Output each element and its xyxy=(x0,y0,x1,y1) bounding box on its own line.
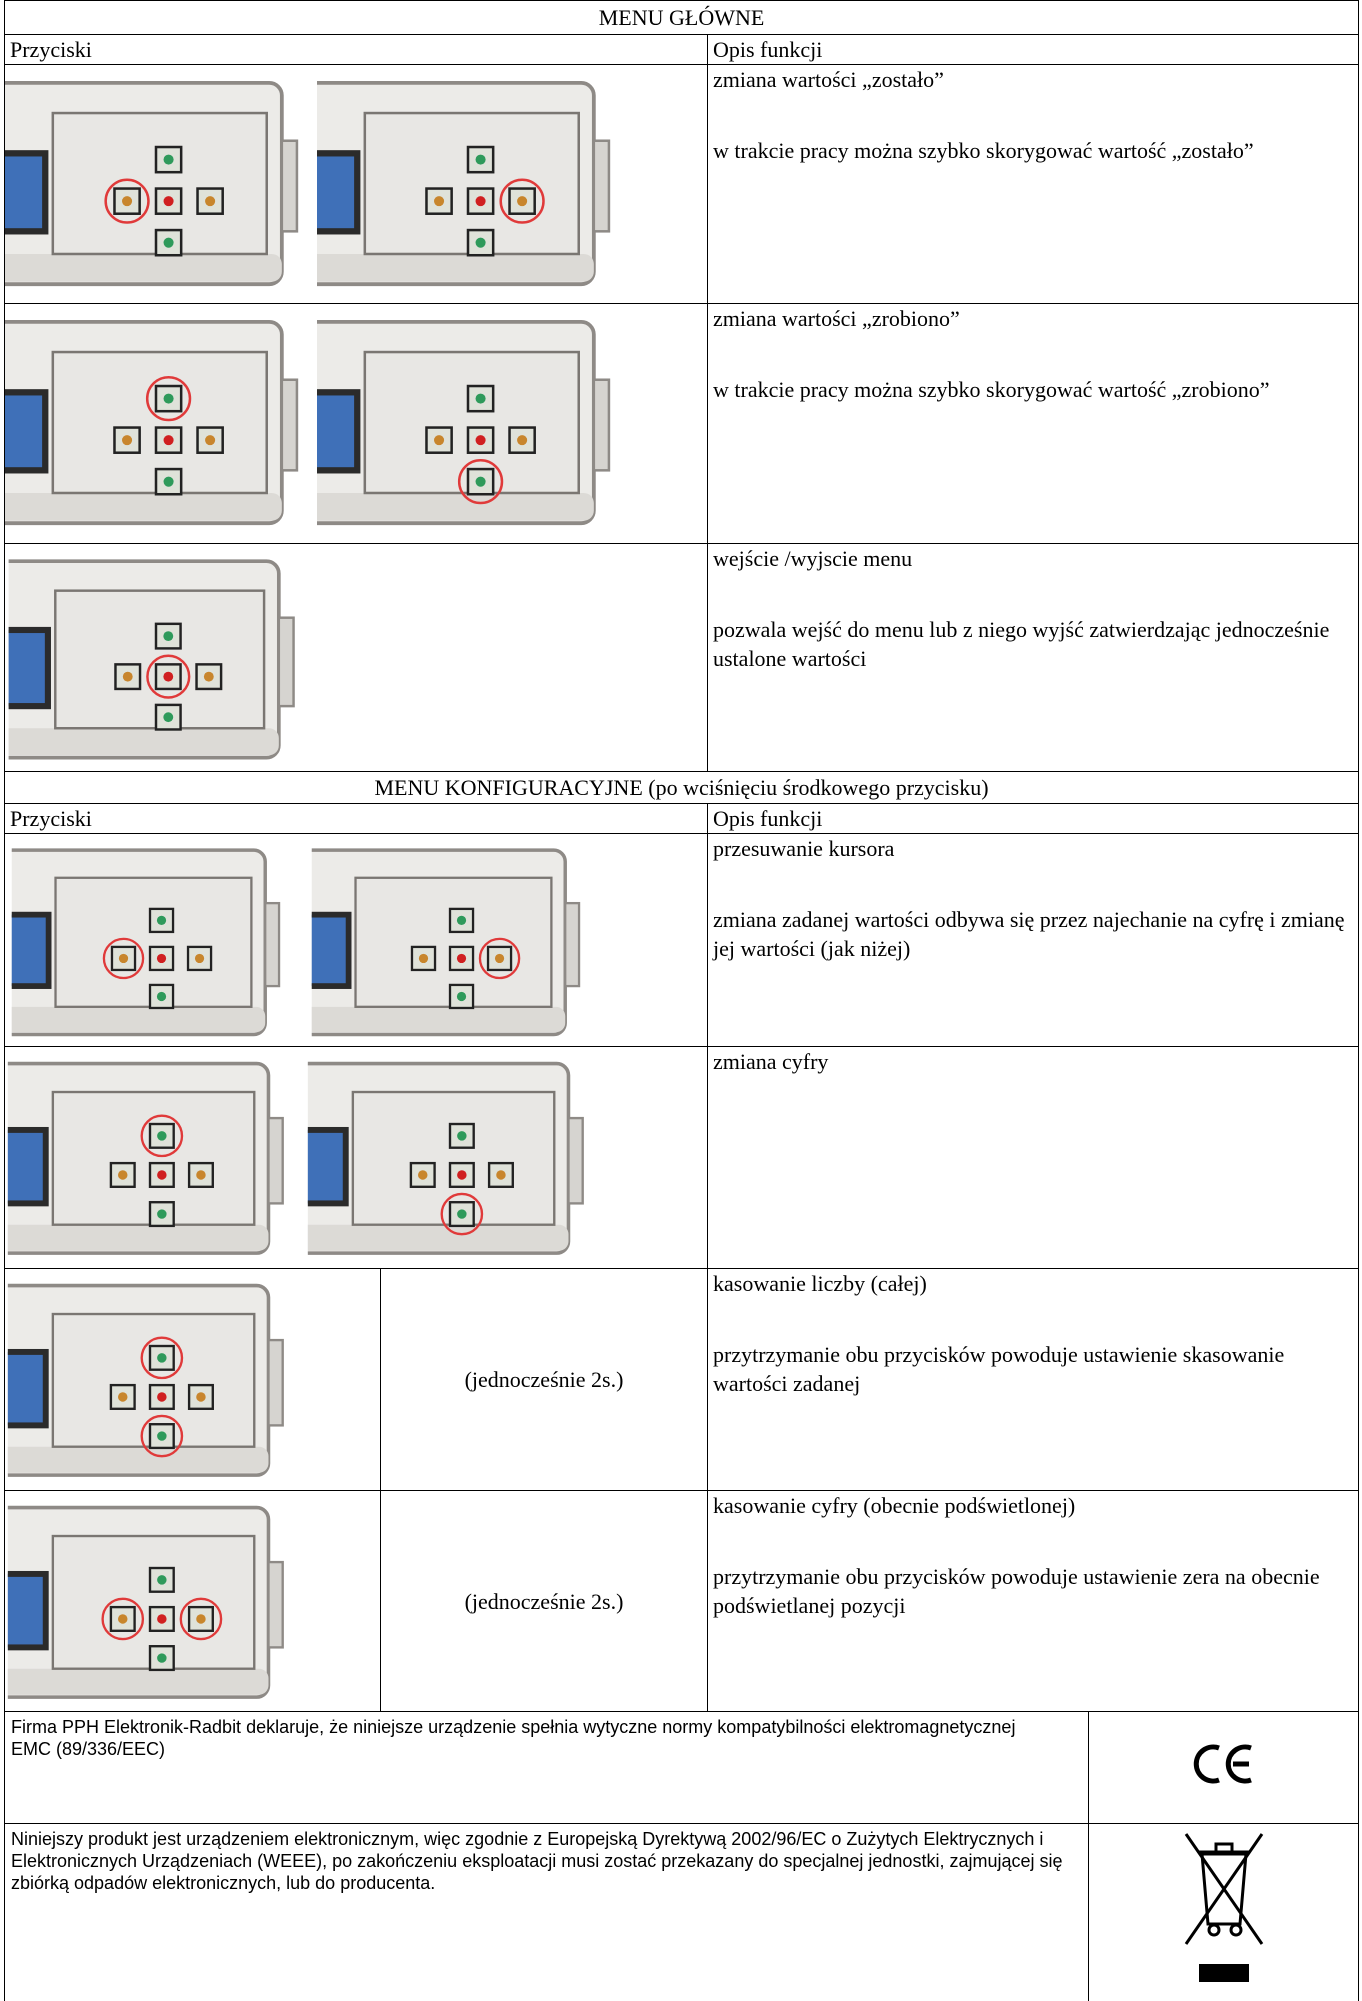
header: Opis funkcji xyxy=(706,34,1360,65)
note: (jednocześnie 2s.) xyxy=(380,1490,708,1712)
device xyxy=(317,83,609,284)
description: przesuwanie kursora zmiana zadanej wartoś… xyxy=(706,833,1360,1047)
description-paragraph: przytrzymanie obu przycisków powoduje us… xyxy=(713,1342,1285,1396)
header: Przyciski xyxy=(4,34,708,65)
button-highlight xyxy=(440,1192,484,1236)
device xyxy=(5,1064,283,1254)
device xyxy=(5,850,279,1034)
section-title: MENU KONFIGURACYJNE (po wciśnięciu środk… xyxy=(3,771,1360,804)
device xyxy=(5,322,297,523)
button-highlight xyxy=(457,459,504,505)
button-highlight xyxy=(179,1597,223,1641)
device-image xyxy=(5,834,295,1046)
device-image xyxy=(317,304,619,536)
description-paragraph: zmiana cyfry xyxy=(713,1049,829,1074)
device-image xyxy=(5,1269,295,1487)
button-highlight xyxy=(101,1597,145,1641)
button-highlight xyxy=(140,1114,184,1158)
button-highlight xyxy=(102,937,145,980)
device-image xyxy=(5,544,307,770)
description: zmiana cyfry xyxy=(706,1046,1360,1269)
device-image xyxy=(5,1047,295,1265)
footer-line: Niniejszy produkt jest urządzeniem elekt… xyxy=(11,1829,1063,1893)
button-highlight xyxy=(478,937,521,980)
footer-line: EMC (89/336/EEC) xyxy=(11,1739,166,1759)
description-paragraph: w trakcie pracy można szybko skorygować … xyxy=(713,138,1254,163)
weee-icon xyxy=(1184,1833,1263,1982)
description-paragraph: zmiana wartości „zrobiono” xyxy=(713,306,960,331)
description: kasowanie cyfry (obecnie podświetlonej) p… xyxy=(706,1490,1360,1712)
footer-text: Niniejszy produkt jest urządzeniem elekt… xyxy=(4,1823,1089,2001)
header: Opis funkcji xyxy=(706,803,1360,834)
device xyxy=(5,83,297,284)
description-paragraph: zmiana zadanej wartości odbywa się przez… xyxy=(713,907,1345,961)
instruction-table: MENU GŁÓWNE Przyciski Opis funkcji zmiana… xyxy=(3,0,1360,2001)
button-highlight xyxy=(140,1336,184,1380)
footer-line: Firma PPH Elektronik-Radbit deklaruje, ż… xyxy=(11,1717,1016,1737)
device xyxy=(5,561,294,758)
description: wejście /wyjscie menu pozwala wejść do me… xyxy=(706,543,1360,772)
description-paragraph: przytrzymanie obu przycisków powoduje us… xyxy=(713,1564,1320,1618)
button-highlight xyxy=(104,178,150,224)
device xyxy=(5,1508,283,1698)
description: zmiana wartości „zostało” w trakcie pracy… xyxy=(706,64,1360,304)
description-paragraph: kasowanie cyfry (obecnie podświetlonej) xyxy=(713,1493,1076,1518)
description-paragraph: kasowanie liczby (całej) xyxy=(713,1271,927,1296)
device xyxy=(305,850,579,1034)
footer-text: Firma PPH Elektronik-Radbit deklaruje, ż… xyxy=(4,1711,1089,1824)
description: kasowanie liczby (całej) przytrzymanie ob… xyxy=(706,1268,1360,1491)
description-paragraph: zmiana wartości „zostało” xyxy=(713,67,944,92)
button-highlight xyxy=(146,654,191,699)
description-paragraph: w trakcie pracy można szybko skorygować … xyxy=(713,377,1270,402)
header: Przyciski xyxy=(4,803,708,834)
device-image xyxy=(5,304,307,536)
description-paragraph: pozwala wejść do menu lub z niego wyjść … xyxy=(713,617,1330,671)
device-image xyxy=(5,65,307,297)
device-image xyxy=(305,834,595,1046)
device-image xyxy=(5,1491,295,1709)
description-paragraph: przesuwanie kursora xyxy=(713,836,895,861)
description: zmiana wartości „zrobiono” w trakcie prac… xyxy=(706,303,1360,544)
button-highlight xyxy=(499,178,545,224)
note: (jednocześnie 2s.) xyxy=(380,1268,708,1491)
device-image xyxy=(305,1047,595,1265)
ce-mark xyxy=(1193,1744,1252,1784)
section-title: MENU GŁÓWNE xyxy=(3,0,1360,35)
device-image xyxy=(317,65,619,297)
description-paragraph: wejście /wyjscie menu xyxy=(713,546,913,571)
button-highlight xyxy=(145,375,192,422)
button-highlight xyxy=(140,1414,184,1458)
